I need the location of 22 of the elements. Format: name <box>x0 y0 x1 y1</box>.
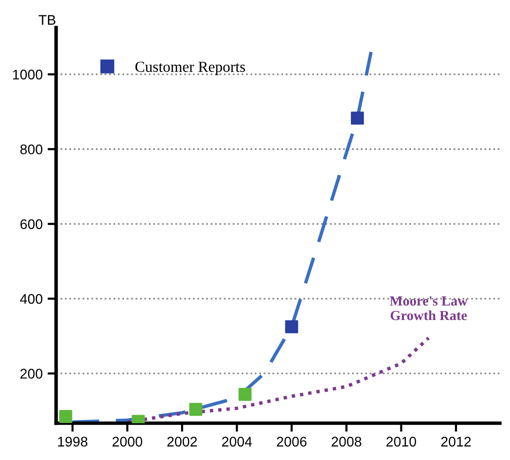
x-tick-label: 2004 <box>222 436 252 447</box>
y-tick-label: 400 <box>20 294 42 304</box>
x-tick-label: 1998 <box>58 436 88 447</box>
y-tick-label: 600 <box>20 219 42 230</box>
point <box>285 320 298 334</box>
y-tick-label: 800 <box>20 144 42 154</box>
x-tick-label: 2000 <box>112 436 142 447</box>
x-tick-label: 2008 <box>332 436 362 447</box>
point <box>59 410 72 423</box>
y-tick-label: 1000 <box>13 70 42 80</box>
point <box>350 112 364 125</box>
point <box>238 388 252 401</box>
x-tick-label: 2006 <box>276 436 306 447</box>
x-tick-label: 2002 <box>167 436 197 447</box>
line-series <box>126 336 430 424</box>
point <box>189 402 202 416</box>
y-tick-label: 200 <box>20 368 42 379</box>
y-axis-title: TB <box>38 15 56 25</box>
x-tick-label: 2012 <box>441 436 471 447</box>
legend-label: Customer Reports <box>135 62 246 76</box>
x-tick-label: 2010 <box>386 436 416 447</box>
text: Moore's Law Growth Rate <box>390 296 468 320</box>
